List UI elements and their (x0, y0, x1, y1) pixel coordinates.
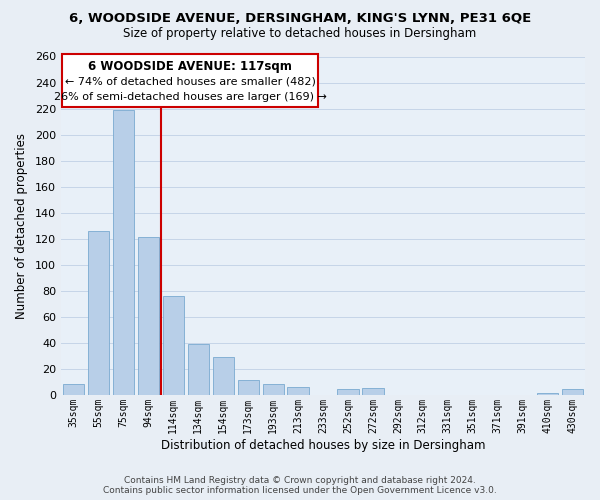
Text: 26% of semi-detached houses are larger (169) →: 26% of semi-detached houses are larger (… (54, 92, 326, 102)
Y-axis label: Number of detached properties: Number of detached properties (15, 132, 28, 318)
Bar (287, 386, 308, 394)
Text: 6 WOODSIDE AVENUE: 117sqm: 6 WOODSIDE AVENUE: 117sqm (88, 60, 292, 72)
Text: Size of property relative to detached houses in Dersingham: Size of property relative to detached ho… (124, 28, 476, 40)
Bar (537, 393, 558, 394)
FancyBboxPatch shape (62, 54, 318, 107)
Bar (88, 230, 109, 394)
Bar (238, 380, 259, 394)
Bar (113, 110, 134, 395)
Bar (337, 390, 359, 394)
Bar (263, 384, 284, 394)
Bar (138, 237, 159, 394)
Bar (163, 296, 184, 394)
Bar (63, 384, 84, 394)
Bar (212, 357, 234, 395)
Text: ← 74% of detached houses are smaller (482): ← 74% of detached houses are smaller (48… (65, 76, 316, 86)
X-axis label: Distribution of detached houses by size in Dersingham: Distribution of detached houses by size … (161, 440, 485, 452)
Text: Contains public sector information licensed under the Open Government Licence v3: Contains public sector information licen… (103, 486, 497, 495)
Text: 6, WOODSIDE AVENUE, DERSINGHAM, KING'S LYNN, PE31 6QE: 6, WOODSIDE AVENUE, DERSINGHAM, KING'S L… (69, 12, 531, 26)
Bar (188, 344, 209, 395)
Bar (362, 388, 383, 394)
Bar (562, 390, 583, 394)
Text: Contains HM Land Registry data © Crown copyright and database right 2024.: Contains HM Land Registry data © Crown c… (124, 476, 476, 485)
